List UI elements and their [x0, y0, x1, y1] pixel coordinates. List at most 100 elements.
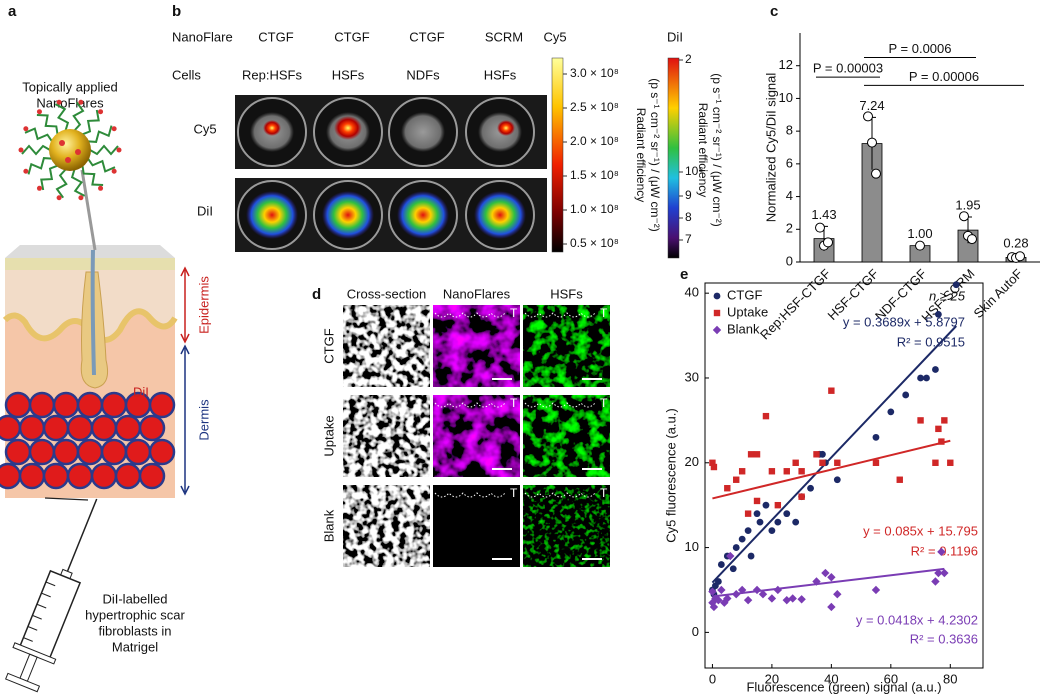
fluorophore	[78, 195, 84, 201]
colorbar-tick-label: 7	[685, 232, 692, 246]
data-point	[747, 552, 755, 560]
hotspot	[263, 120, 281, 136]
cell	[90, 414, 118, 442]
y-tick-label: 2	[786, 221, 793, 236]
ligand	[89, 144, 119, 156]
data-point	[714, 578, 722, 585]
column-header: CTGF	[334, 29, 369, 44]
data-point	[872, 433, 880, 441]
y-tick-label: 8	[786, 123, 793, 138]
panel-label: c	[770, 3, 778, 20]
data-point	[932, 366, 939, 373]
fluorophore	[23, 126, 29, 132]
y-tick-label: 4	[786, 188, 793, 203]
fluorophore	[98, 109, 104, 115]
column-header: NanoFlares	[443, 286, 511, 301]
data-point	[738, 535, 746, 543]
data-point	[819, 450, 826, 458]
y-tick-label: 6	[786, 155, 793, 170]
dii-cells	[0, 391, 176, 490]
colorbar-tick-label: 0.5 × 10⁸	[570, 236, 619, 250]
y-tick-label: 10	[685, 539, 699, 554]
data-point	[774, 501, 782, 509]
cell	[76, 391, 104, 419]
legend-marker	[713, 292, 721, 300]
data-point	[833, 476, 841, 484]
data-point	[871, 585, 881, 595]
cell	[138, 462, 166, 490]
data-point	[711, 594, 720, 603]
data-point	[753, 451, 761, 458]
surface-marker: T	[510, 396, 518, 410]
fit-equation: y = 0.0418x + 4.2302	[856, 612, 978, 627]
data-point	[792, 518, 800, 526]
x-axis-label: Fluorescence (green) signal (a.u.)	[746, 679, 941, 694]
data-point	[940, 568, 949, 578]
data-point	[717, 561, 725, 568]
legend-label: CTGF	[727, 287, 762, 302]
x-tick-label: Rep:HSF-CTGF	[757, 266, 834, 343]
y-axis-label: Cy5 fluorescence (a.u.)	[663, 408, 678, 542]
cell	[138, 414, 166, 442]
ligand	[81, 165, 104, 186]
data-point	[896, 476, 903, 483]
panel-label: d	[312, 286, 321, 303]
column-header: SCRM	[485, 29, 523, 44]
column-header: HSFs	[550, 286, 583, 301]
data-point	[732, 590, 741, 599]
ligand	[87, 125, 113, 143]
data-point	[798, 493, 805, 500]
data-point	[834, 459, 841, 466]
ligand	[70, 169, 86, 197]
data-point	[753, 510, 761, 518]
scale-title: Cy5	[543, 29, 566, 44]
dii-label: DiI	[133, 384, 149, 399]
ligand	[21, 144, 51, 156]
colorbar	[551, 57, 564, 253]
data-point	[935, 310, 942, 318]
cell	[4, 391, 32, 419]
data-point	[931, 577, 940, 586]
y-axis-label: Normalized Cy5/DiI signal	[763, 73, 778, 223]
data-point	[828, 387, 835, 394]
data-point	[783, 510, 791, 518]
data-point	[797, 595, 806, 604]
y-tick-label: 12	[779, 57, 793, 72]
scale-title: DiI	[667, 29, 683, 44]
nanoflare	[18, 99, 122, 201]
data-point	[709, 602, 719, 612]
data-point	[938, 438, 945, 445]
data-point	[743, 595, 753, 605]
p-value: P = 0.00006	[909, 69, 979, 84]
x-tick-label: 20	[765, 671, 779, 686]
column-header: NDFs	[406, 67, 440, 82]
colorbar-tick-label: 2.0 × 10⁸	[570, 134, 619, 148]
surface-line	[524, 312, 596, 318]
value-label: 1.95	[955, 197, 980, 212]
y-tick-label: 20	[685, 454, 699, 469]
zoom-plane	[5, 245, 175, 258]
data-point	[923, 374, 930, 382]
caption: hypertrophic scar	[85, 607, 185, 622]
arrowheads	[180, 266, 190, 344]
surface-marker: T	[600, 396, 608, 410]
value-label: 0.28	[1003, 235, 1028, 250]
data-point	[959, 211, 969, 222]
panel-b: b NanoFlare Cells Cy5 DiI Cy5 DiI Radian…	[172, 3, 724, 259]
fluorophore	[78, 99, 84, 105]
injection-line	[44, 497, 89, 501]
panel-d: d Cross-section NanoFlares HSFs CTGF T T Uptak…	[312, 286, 610, 567]
data-point	[753, 497, 761, 505]
dii-signal	[322, 191, 374, 239]
data-point	[758, 590, 768, 599]
data-point	[941, 417, 948, 424]
data-point	[821, 568, 830, 578]
colorbar-tick-label: 10⁸	[685, 164, 703, 178]
panel-a: a Topically applied NanoFlares Epidermis…	[0, 3, 211, 693]
legend-label: Blank	[727, 321, 760, 336]
data-point	[710, 463, 718, 471]
dii-signal	[474, 191, 526, 239]
cell	[148, 438, 176, 466]
